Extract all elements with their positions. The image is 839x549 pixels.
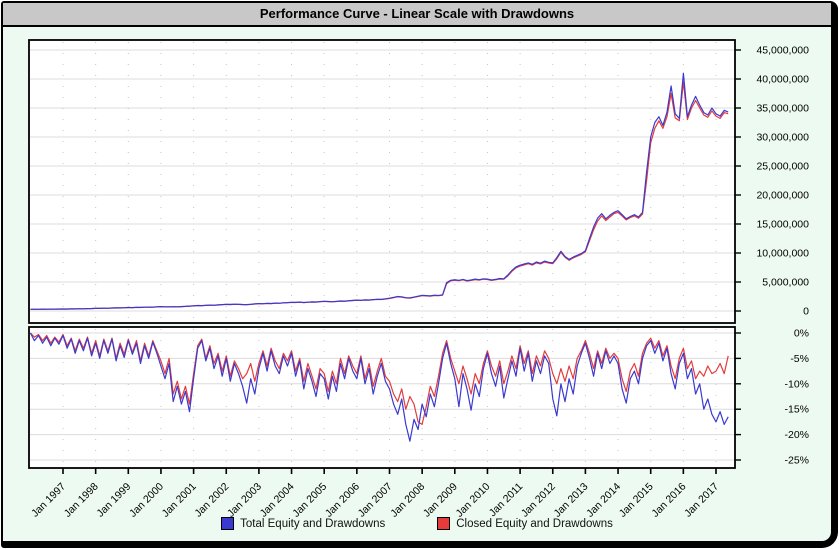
drawdown-axis-tick-label: 0% — [794, 328, 809, 340]
legend-label-total: Total Equity and Drawdowns — [240, 518, 385, 530]
chart-title-bar: Performance Curve - Linear Scale with Dr… — [3, 3, 831, 27]
chart-legend: Total Equity and Drawdowns Closed Equity… — [3, 517, 831, 530]
drawdown-axis-tick-label: -25% — [784, 455, 809, 467]
legend-item-closed: Closed Equity and Drawdowns — [437, 517, 613, 530]
legend-item-total: Total Equity and Drawdowns — [221, 517, 385, 530]
performance-chart[interactable]: 45,000,000 40,000,000 35,000,000 30,000,000… — [3, 27, 829, 517]
x-axis-label: Jan 2017 — [682, 481, 721, 517]
closed-equity-swatch-icon — [437, 517, 450, 530]
drawdown-axis-tick-label: -15% — [784, 404, 809, 416]
equity-axis-tick-label: 0 — [803, 306, 809, 318]
report-window: Performance Curve - Linear Scale with Dr… — [1, 1, 838, 548]
drawdown-axis-tick-label: -5% — [790, 353, 809, 365]
legend-label-closed: Closed Equity and Drawdowns — [456, 518, 613, 530]
equity-axis-tick-label: 40,000,000 — [756, 74, 809, 86]
equity-axis-tick-label: 5,000,000 — [762, 277, 809, 289]
drawdown-axis-tick-label: -10% — [784, 378, 809, 390]
total-equity-swatch-icon — [221, 517, 234, 530]
equity-axis-tick-label: 10,000,000 — [756, 248, 809, 260]
chart-title: Performance Curve - Linear Scale with Dr… — [260, 6, 574, 21]
equity-axis-tick-label: 35,000,000 — [756, 103, 809, 115]
chart-area: 45,000,000 40,000,000 35,000,000 30,000,000… — [3, 27, 831, 541]
equity-axis-tick-label: 15,000,000 — [756, 219, 809, 231]
equity-axis-tick-label: 25,000,000 — [756, 161, 809, 173]
equity-axis-tick-label: 45,000,000 — [756, 45, 809, 57]
equity-axis-tick-label: 20,000,000 — [756, 190, 809, 202]
equity-axis-tick-label: 30,000,000 — [756, 132, 809, 144]
drawdown-axis-tick-label: -20% — [784, 429, 809, 441]
equity-panel — [29, 40, 735, 323]
